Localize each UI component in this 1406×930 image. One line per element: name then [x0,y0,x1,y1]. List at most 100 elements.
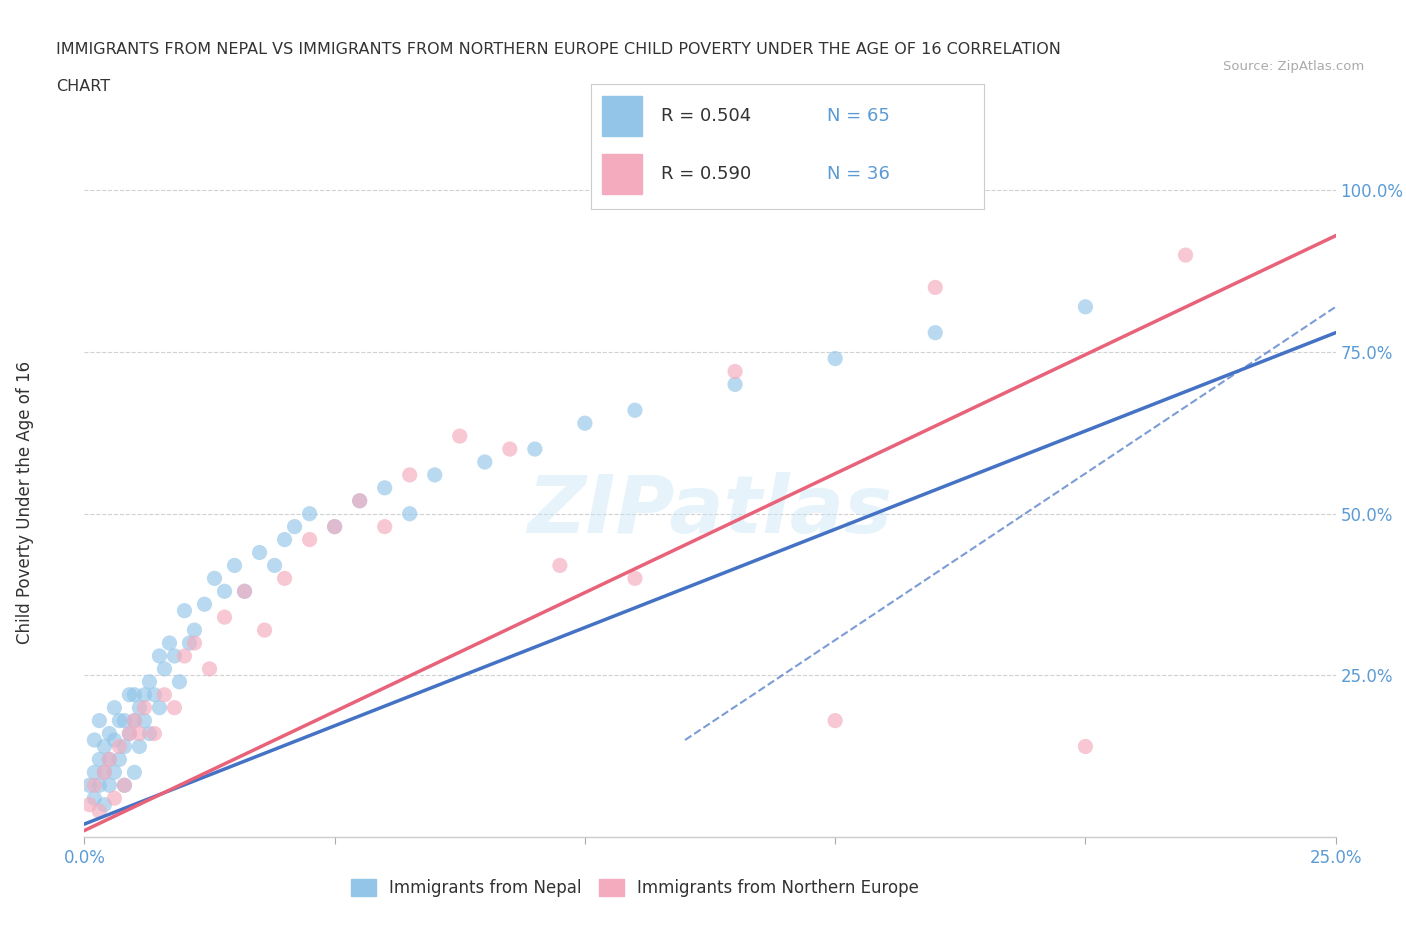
Point [118,726,141,741]
Point [183,623,205,638]
Point [98,726,121,741]
Point [153,687,176,702]
Point [214,584,236,599]
Point [159,635,181,650]
Text: CHART: CHART [56,79,110,94]
Text: N = 65: N = 65 [827,107,890,126]
Point [183,635,205,650]
Point [128,700,150,715]
Point [138,674,160,689]
Point [284,519,307,534]
Point [263,558,285,573]
Point [108,752,131,767]
Point [924,280,946,295]
Point [163,700,186,715]
Point [349,493,371,508]
Point [374,481,396,496]
Point [233,584,256,599]
Point [198,661,221,676]
Text: R = 0.504: R = 0.504 [661,107,752,126]
Point [323,519,346,534]
Point [148,648,170,663]
Point [83,777,105,792]
Point [134,713,156,728]
Point [124,713,146,728]
Point [1074,739,1097,754]
Point [179,635,201,650]
Point [103,733,125,748]
Point [548,558,571,573]
Point [1174,247,1197,262]
Point [98,752,121,767]
Point [89,804,111,818]
Point [148,700,170,715]
Point [118,726,141,741]
Point [98,777,121,792]
Text: R = 0.590: R = 0.590 [661,166,752,183]
Point [108,739,131,754]
Point [93,764,115,779]
Point [134,700,156,715]
Point [143,687,166,702]
Point [523,442,546,457]
Point [249,545,271,560]
Legend: Immigrants from Nepal, Immigrants from Northern Europe: Immigrants from Nepal, Immigrants from N… [344,871,925,903]
Point [214,610,236,625]
Point [398,506,420,521]
Text: IMMIGRANTS FROM NEPAL VS IMMIGRANTS FROM NORTHERN EUROPE CHILD POVERTY UNDER THE: IMMIGRANTS FROM NEPAL VS IMMIGRANTS FROM… [56,42,1062,57]
Point [224,558,246,573]
Point [624,403,647,418]
Point [824,352,846,366]
Point [169,674,191,689]
Point [143,726,166,741]
Point [89,713,111,728]
Point [93,739,115,754]
Text: ZIPatlas: ZIPatlas [527,472,893,551]
Point [273,532,295,547]
Point [423,468,446,483]
Point [134,687,156,702]
Text: Child Poverty Under the Age of 16: Child Poverty Under the Age of 16 [17,361,34,644]
Point [98,752,121,767]
Point [924,326,946,340]
Point [124,713,146,728]
Point [112,739,135,754]
Point [349,493,371,508]
Point [128,739,150,754]
Point [83,790,105,805]
Point [89,752,111,767]
Point [103,764,125,779]
Point [79,797,101,812]
Text: Source: ZipAtlas.com: Source: ZipAtlas.com [1223,60,1364,73]
Point [474,455,496,470]
Point [574,416,596,431]
Point [398,468,420,483]
Point [128,726,150,741]
Point [112,777,135,792]
Point [1074,299,1097,314]
Point [93,764,115,779]
Point [724,364,747,379]
Point [499,442,522,457]
Point [724,377,747,392]
Point [193,597,215,612]
Point [233,584,256,599]
Point [824,713,846,728]
Point [79,777,101,792]
Point [124,764,146,779]
Point [624,571,647,586]
Point [124,687,146,702]
Bar [602,96,641,137]
Point [374,519,396,534]
Point [93,797,115,812]
Point [298,506,321,521]
Point [103,700,125,715]
Point [112,777,135,792]
Point [323,519,346,534]
Point [103,790,125,805]
Point [108,713,131,728]
Point [253,623,276,638]
Point [138,726,160,741]
Bar [602,154,641,194]
Point [173,648,195,663]
